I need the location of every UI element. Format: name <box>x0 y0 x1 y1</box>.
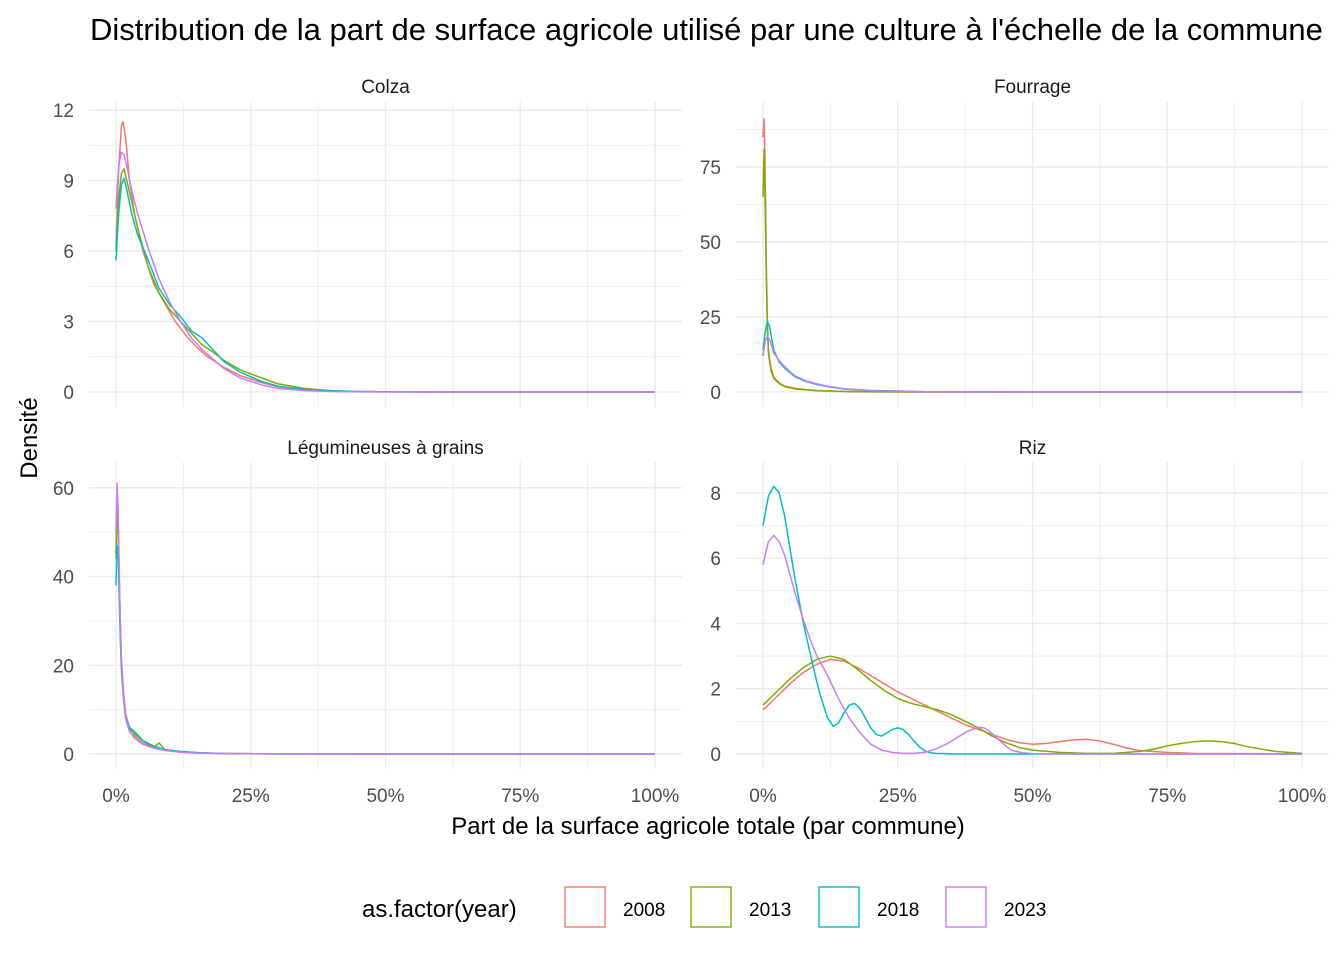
y-tick-label: 12 <box>53 101 74 122</box>
x-tick-label: 50% <box>366 786 404 807</box>
y-tick-label: 2 <box>710 680 721 701</box>
panel-fourrage: 0 25 50 75 Fourrage <box>700 77 1329 407</box>
y-tick-label: 4 <box>710 614 721 635</box>
x-tick-label: 100% <box>1278 786 1327 807</box>
facet-panels: 036912Colza0255075Fourrage0204060Légumin… <box>53 77 1329 807</box>
legend-item-2018: 2018 <box>818 886 919 928</box>
facet-label: Fourrage <box>994 77 1071 98</box>
x-tick-label: 100% <box>631 786 680 807</box>
x-tick-label: 25% <box>232 786 270 807</box>
series-line-2023 <box>762 335 1302 393</box>
legend-label: 2023 <box>1004 900 1046 921</box>
x-tick-label: 25% <box>879 786 917 807</box>
y-tick-label: 0 <box>63 745 74 766</box>
legend-item-2023: 2023 <box>945 886 1046 928</box>
y-tick-label: 6 <box>63 242 74 263</box>
y-tick-label: 60 <box>53 479 74 500</box>
y-tick-label: 0 <box>63 383 74 404</box>
y-tick-label: 0 <box>710 745 721 766</box>
x-tick-label: 0% <box>102 786 130 807</box>
series-line-2013 <box>762 655 1303 755</box>
y-tick-label: 40 <box>53 568 74 589</box>
y-tick-label: 20 <box>53 656 74 677</box>
series-line-2013 <box>762 148 1302 393</box>
panel-colza: 0 3 6 9 12 Colza <box>53 77 682 407</box>
y-tick-label: 75 <box>700 158 721 179</box>
legend-key <box>690 886 732 928</box>
chart-title: Distribution de la part de surface agric… <box>90 12 1323 47</box>
x-tick-label: 0% <box>749 786 777 807</box>
y-axis-title: Densité <box>16 397 43 478</box>
series-line-2008 <box>762 658 1303 755</box>
x-axis-title: Part de la surface agricole totale (par … <box>451 813 965 840</box>
legend: as.factor(year) 2008 2013 2018 2023 <box>362 886 1046 928</box>
series-line-2023 <box>115 482 655 755</box>
legend-label: 2013 <box>749 900 791 921</box>
facet-label: Légumineuses à grains <box>287 438 483 459</box>
legend-items: 2008 2013 2018 2023 <box>564 886 1046 928</box>
legend-key <box>945 886 987 928</box>
y-tick-label: 0 <box>710 383 721 404</box>
x-tick-label: 75% <box>1148 786 1186 807</box>
y-tick-label: 25 <box>700 308 721 329</box>
series-line-2018 <box>762 485 1302 755</box>
legend-item-2008: 2008 <box>564 886 665 928</box>
panel-riz: 0 2 4 6 8 Riz 0% 25% 50% 75% 100% <box>710 438 1329 807</box>
y-tick-label: 9 <box>63 172 74 193</box>
legend-label: 2018 <box>877 900 919 921</box>
legend-item-2013: 2013 <box>690 886 791 928</box>
x-tick-label: 50% <box>1013 786 1051 807</box>
legend-key <box>564 886 606 928</box>
y-tick-label: 50 <box>700 233 721 254</box>
y-tick-label: 3 <box>63 313 74 334</box>
legend-title: as.factor(year) <box>362 896 517 923</box>
legend-key <box>818 886 860 928</box>
facet-label: Colza <box>361 77 410 98</box>
series-line-2023 <box>115 151 655 393</box>
facet-label: Riz <box>1019 438 1046 459</box>
panel-legumineuses-a-grains: 0 20 40 60 Légumineuses à grains 0% 25% 50% 75% 1… <box>53 438 682 807</box>
series-line-2023 <box>762 534 1302 755</box>
y-tick-label: 8 <box>710 484 721 505</box>
y-tick-label: 6 <box>710 549 721 570</box>
x-tick-label: 75% <box>501 786 539 807</box>
legend-label: 2008 <box>623 900 665 921</box>
